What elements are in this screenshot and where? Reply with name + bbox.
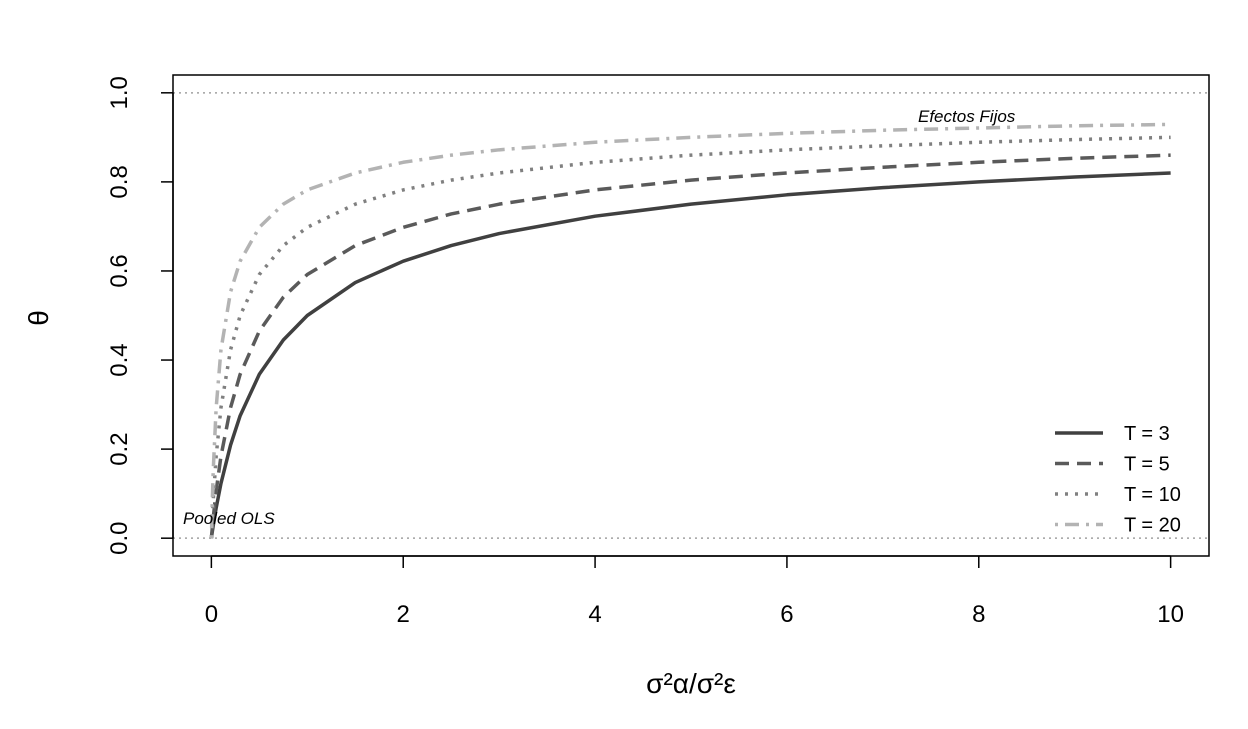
y-tick-label: 0.4 [106, 343, 133, 376]
x-axis-label: σ²α/σ²ε [646, 668, 736, 699]
y-tick-label: 1.0 [106, 76, 133, 109]
legend-label: T = 10 [1124, 484, 1181, 506]
y-axis-label: θ [23, 310, 54, 326]
y-tick-label: 0.6 [106, 254, 133, 287]
annotation-efectos-fijos: Efectos Fijos [918, 107, 1016, 126]
series-line-t3 [209, 171, 1171, 539]
annotation-pooled-ols: Pooled OLS [183, 509, 275, 528]
x-tick-label: 10 [1157, 601, 1184, 628]
x-tick-label: 8 [972, 601, 985, 628]
y-tick-label: 0.2 [106, 432, 133, 465]
plot-frame [172, 74, 1210, 557]
x-tick-label: 4 [588, 601, 601, 628]
x-tick-label: 0 [205, 601, 218, 628]
series-line-t20 [209, 122, 1171, 539]
x-tick-label: 2 [397, 601, 410, 628]
legend: T = 3 T = 5 T = 10 T = 20 [1055, 423, 1181, 537]
series-line-t5 [209, 153, 1171, 539]
legend-label: T = 20 [1124, 515, 1181, 537]
x-tick-label: 6 [780, 601, 793, 628]
y-tick-label: 0.8 [106, 165, 133, 198]
legend-label: T = 3 [1124, 423, 1170, 445]
series-line-t10 [209, 135, 1171, 539]
y-tick-label: 0.0 [106, 521, 133, 554]
legend-label: T = 5 [1124, 454, 1170, 476]
